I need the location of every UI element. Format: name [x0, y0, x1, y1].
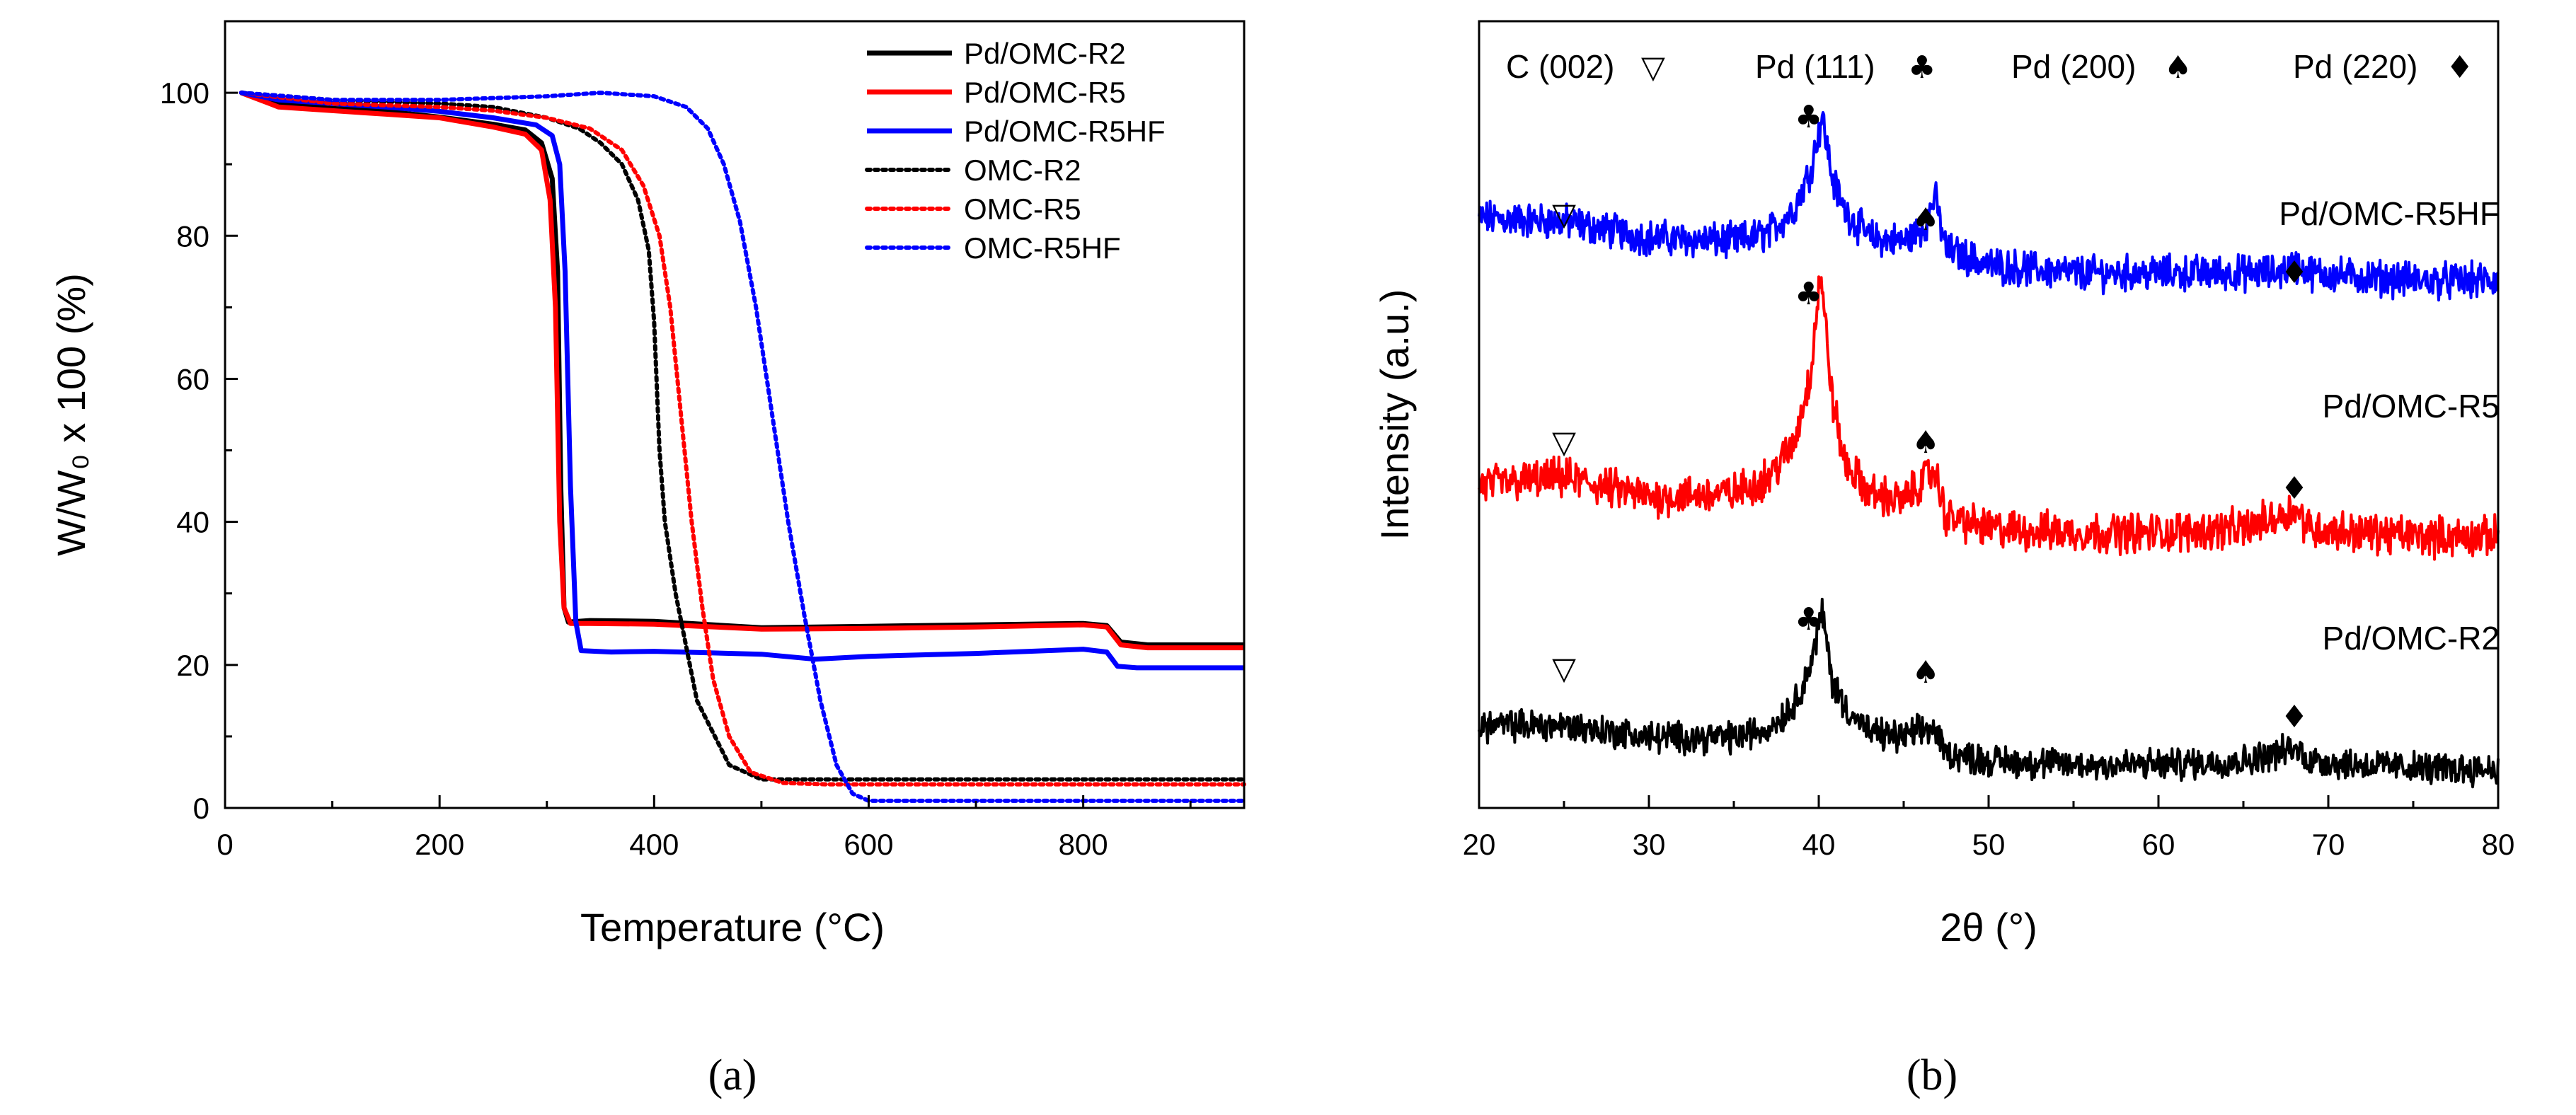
x-tick-label: 20 [1463, 828, 1496, 861]
series-line-pd-omc-r2-solid [240, 90, 1244, 647]
trace-label-pd-omc-r5hf: Pd/OMC-R5HF [2279, 195, 2500, 232]
peak-symbol-pd-220: ♦ [2446, 50, 2473, 86]
peak-symbol-pd-200: ♠ [2164, 50, 2192, 86]
panel-b-annotations: Pd/OMC-R5HF ▽ ♣ ♠ ♦ Pd/OMC-R5 ▽ ♣ ♠ ♦ Pd/OMC-R2 ▽ ♣ ♠… [1552, 99, 2500, 735]
x-tick-label: 200 [415, 828, 464, 861]
panel-a-label: (a) [708, 1051, 757, 1099]
panel-a-plot-frame [224, 20, 1246, 809]
trace-label-pd-omc-r5: Pd/OMC-R5 [2323, 388, 2500, 424]
panel-a-y-axis-label: W/W₀ x 100 (%) [49, 273, 93, 556]
peak-marker-pd-200: ♠ [1911, 424, 1939, 461]
panel-b-x-axis-label: 2θ (°) [1940, 905, 2037, 949]
y-tick-label: 60 [176, 362, 209, 395]
peak-marker-pd-111: ♣ [1795, 276, 1822, 312]
trace-label-pd-omc-r2: Pd/OMC-R2 [2323, 620, 2500, 657]
panel-a-thermogravimetric-chart: 0 200 400 600 800 0 20 40 60 80 100 Temperature (°… [49, 20, 1246, 1099]
y-tick-label: 20 [176, 649, 209, 682]
y-tick-label: 40 [176, 506, 209, 539]
peak-legend-c-002: C (002) [1506, 48, 1614, 85]
x-tick-label: 70 [2312, 828, 2345, 861]
panel-b-peak-legend: C (002) ▽ Pd (111) ♣ Pd (200) ♠ Pd (220) ♦ [1506, 48, 2473, 86]
peak-symbol-pd-111: ♣ [1908, 50, 1936, 86]
peak-legend-pd-220: Pd (220) [2293, 48, 2417, 85]
legend-label-omc-r2: OMC-R2 [964, 154, 1081, 187]
x-tick-label: 400 [629, 828, 679, 861]
series-line-omc-r2-dotted [238, 91, 1246, 782]
x-tick-label: 80 [2482, 828, 2515, 861]
y-tick-label: 80 [176, 219, 209, 253]
legend-label-pd-omc-r2: Pd/OMC-R2 [964, 37, 1126, 70]
peak-symbol-c-002: ▽ [1641, 50, 1665, 86]
peak-marker-pd-111: ♣ [1795, 601, 1822, 637]
panel-a-series-group [238, 90, 1246, 803]
series-line-pd-omc-r5hf-solid [241, 90, 1244, 671]
panel-a-ticks: 0 200 400 600 800 0 20 40 60 80 100 [160, 76, 1192, 861]
xrd-trace-pd-omc-r2 [1478, 597, 2500, 789]
peak-marker-pd-220: ♦ [2280, 699, 2308, 735]
x-tick-label: 40 [1802, 828, 1836, 861]
peak-marker-pd-200: ♠ [1911, 654, 1939, 691]
xrd-trace-pd-omc-r5hf [1478, 111, 2500, 302]
panel-b-ticks: 20 30 40 50 60 70 80 [1463, 795, 2515, 861]
panel-b-label: (b) [1907, 1051, 1957, 1099]
y-tick-label: 0 [193, 792, 209, 825]
legend-label-pd-omc-r5: Pd/OMC-R5 [964, 76, 1126, 109]
panel-a-legend: Pd/OMC-R2 Pd/OMC-R5 Pd/OMC-R5HF OMC-R2 OMC-R… [865, 37, 1166, 265]
peak-marker-pd-220: ♦ [2280, 255, 2308, 291]
x-tick-label: 0 [217, 828, 233, 861]
panel-a-x-axis-label: Temperature (°C) [580, 905, 885, 949]
peak-marker-pd-220: ♦ [2280, 470, 2308, 507]
peak-marker-c-002: ▽ [1552, 651, 1576, 687]
series-line-pd-omc-r5-solid [240, 90, 1244, 651]
legend-label-pd-omc-r5hf: Pd/OMC-R5HF [964, 115, 1166, 148]
x-tick-label: 30 [1633, 828, 1666, 861]
peak-marker-pd-111: ♣ [1795, 99, 1822, 135]
peak-legend-pd-200: Pd (200) [2011, 48, 2136, 85]
x-tick-label: 800 [1059, 828, 1108, 861]
peak-marker-c-002: ▽ [1552, 424, 1576, 461]
peak-marker-c-002: ▽ [1552, 197, 1576, 233]
panel-b-xrd-chart: 20 30 40 50 60 70 80 2θ (°) Intensity (a.u.) C… [1372, 20, 2515, 1099]
panel-b-y-axis-label: Intensity (a.u.) [1372, 289, 1417, 541]
x-tick-label: 60 [2142, 828, 2175, 861]
series-line-omc-r5-dotted [238, 91, 1246, 787]
xrd-trace-pd-omc-r5 [1478, 275, 2500, 561]
peak-legend-pd-111: Pd (111) [1755, 48, 1875, 85]
series-line-omc-r5hf-dotted [238, 91, 1246, 803]
legend-label-omc-r5: OMC-R5 [964, 192, 1081, 226]
x-tick-label: 50 [1972, 828, 2006, 861]
x-tick-label: 600 [844, 828, 893, 861]
peak-marker-pd-200: ♠ [1911, 202, 1939, 238]
panel-b-series-group [1478, 111, 2500, 789]
y-tick-label: 100 [160, 76, 209, 110]
legend-label-omc-r5hf: OMC-R5HF [964, 231, 1121, 265]
